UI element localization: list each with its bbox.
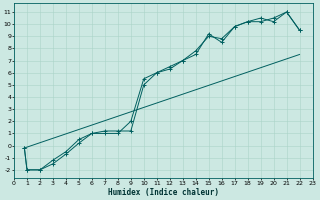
X-axis label: Humidex (Indice chaleur): Humidex (Indice chaleur) — [108, 188, 219, 197]
